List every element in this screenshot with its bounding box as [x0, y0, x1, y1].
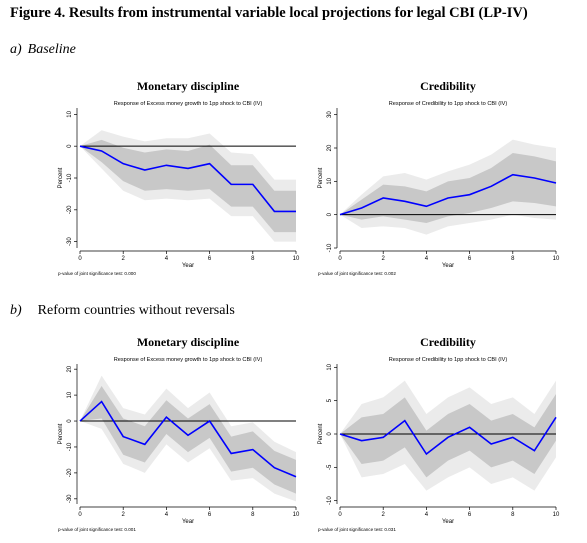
y-tick-label: 10 — [67, 391, 73, 398]
section-b-label: Reform countries without reversals — [37, 303, 235, 318]
y-tick-label: 20 — [67, 365, 73, 372]
x-axis-label: Year — [182, 263, 194, 269]
y-tick-label: -10 — [327, 496, 333, 505]
chart-title: Credibility — [420, 335, 476, 349]
y-tick-label: -10 — [327, 243, 333, 252]
chart-note: p-value of joint significance test: 0.03… — [318, 527, 396, 532]
chart-panel-3: Monetary discipline Response of Excess mo… — [56, 328, 301, 543]
x-tick-label: 8 — [251, 512, 255, 518]
chart-subtitle: Response of Credibility to 1pp shock to … — [389, 101, 508, 107]
confidence-band-inner — [80, 386, 296, 494]
x-tick-label: 6 — [468, 256, 472, 262]
y-tick-label: 20 — [327, 144, 333, 151]
y-tick-label: 0 — [67, 144, 73, 148]
x-tick-label: 6 — [208, 512, 212, 518]
y-axis-label: Percent — [318, 423, 324, 444]
impulse-response-line — [339, 173, 557, 216]
y-axis-label: Percent — [58, 423, 64, 444]
y-tick-label: 0 — [327, 212, 333, 216]
chart-note: p-value of joint significance test: 0.00… — [58, 527, 136, 532]
y-tick-label: -20 — [67, 468, 73, 477]
x-tick-label: 2 — [122, 256, 126, 262]
y-tick-label: -5 — [327, 464, 333, 470]
x-tick-label: 0 — [338, 512, 342, 518]
impulse-response-line — [79, 400, 297, 478]
x-tick-label: 2 — [122, 512, 126, 518]
y-tick-label: 10 — [327, 363, 333, 370]
y-axis-label: Percent — [318, 167, 324, 188]
chart-panel-4: Credibility Response of Credibility to 1p… — [316, 328, 561, 543]
confidence-band-inner — [80, 139, 296, 233]
chart-title: Credibility — [420, 79, 476, 93]
chart-subtitle: Response of Credibility to 1pp shock to … — [389, 357, 508, 363]
section-a-heading: a) Baseline — [10, 42, 76, 58]
section-b-heading: b) Reform countries without reversals — [10, 303, 235, 319]
y-tick-label: -10 — [67, 442, 73, 451]
y-tick-label: 30 — [327, 111, 333, 118]
chart-title: Monetary discipline — [137, 79, 240, 93]
x-tick-label: 4 — [165, 512, 169, 518]
chart-svg-4: Credibility Response of Credibility to 1p… — [318, 335, 560, 532]
y-tick-label: 5 — [327, 398, 333, 402]
x-tick-label: 10 — [553, 256, 560, 262]
impulse-response-line — [79, 145, 296, 213]
y-axis-label: Percent — [58, 167, 64, 188]
x-tick-label: 10 — [293, 256, 300, 262]
confidence-band-inner — [340, 394, 556, 478]
y-tick-label: -30 — [67, 494, 73, 503]
chart-subtitle: Response of Excess money growth to 1pp s… — [114, 101, 263, 107]
chart-note: p-value of joint significance test: 0.00… — [58, 271, 136, 276]
x-tick-label: 6 — [208, 256, 212, 262]
y-tick-label: -10 — [67, 173, 73, 182]
y-tick-label: 10 — [67, 110, 73, 117]
x-tick-label: 10 — [553, 512, 560, 518]
x-tick-label: 0 — [78, 256, 82, 262]
chart-svg-3: Monetary discipline Response of Excess mo… — [58, 335, 300, 532]
y-tick-label: -20 — [67, 205, 73, 214]
y-tick-label: 0 — [327, 432, 333, 436]
x-tick-label: 0 — [78, 512, 82, 518]
y-tick-label: 0 — [67, 419, 73, 423]
x-tick-label: 0 — [338, 256, 342, 262]
figure-title: Figure 4. Results from instrumental vari… — [10, 5, 528, 21]
x-tick-label: 4 — [425, 256, 429, 262]
x-tick-label: 2 — [382, 256, 386, 262]
y-tick-label: 10 — [327, 177, 333, 184]
chart-svg-2: Credibility Response of Credibility to 1p… — [318, 79, 560, 276]
x-axis-label: Year — [442, 519, 454, 525]
x-tick-label: 4 — [165, 256, 169, 262]
y-tick-label: -30 — [67, 237, 73, 246]
x-tick-label: 8 — [511, 512, 515, 518]
impulse-response-line — [339, 416, 557, 456]
chart-title: Monetary discipline — [137, 335, 240, 349]
section-b-letter: b) — [10, 303, 22, 318]
chart-panel-1: Monetary discipline Response of Excess mo… — [56, 72, 301, 287]
x-tick-label: 8 — [511, 256, 515, 262]
x-tick-label: 4 — [425, 512, 429, 518]
chart-panel-2: Credibility Response of Credibility to 1p… — [316, 72, 561, 287]
x-tick-label: 6 — [468, 512, 472, 518]
chart-svg-1: Monetary discipline Response of Excess mo… — [58, 79, 300, 276]
x-axis-label: Year — [182, 519, 194, 525]
x-tick-label: 2 — [382, 512, 386, 518]
x-axis-label: Year — [442, 263, 454, 269]
section-a-label: Baseline — [27, 42, 76, 57]
confidence-band-inner — [340, 153, 556, 223]
x-tick-label: 10 — [293, 512, 300, 518]
chart-note: p-value of joint significance test: 0.00… — [318, 271, 396, 276]
chart-subtitle: Response of Excess money growth to 1pp s… — [114, 357, 263, 363]
section-a-letter: a) — [10, 42, 22, 57]
x-tick-label: 8 — [251, 256, 255, 262]
